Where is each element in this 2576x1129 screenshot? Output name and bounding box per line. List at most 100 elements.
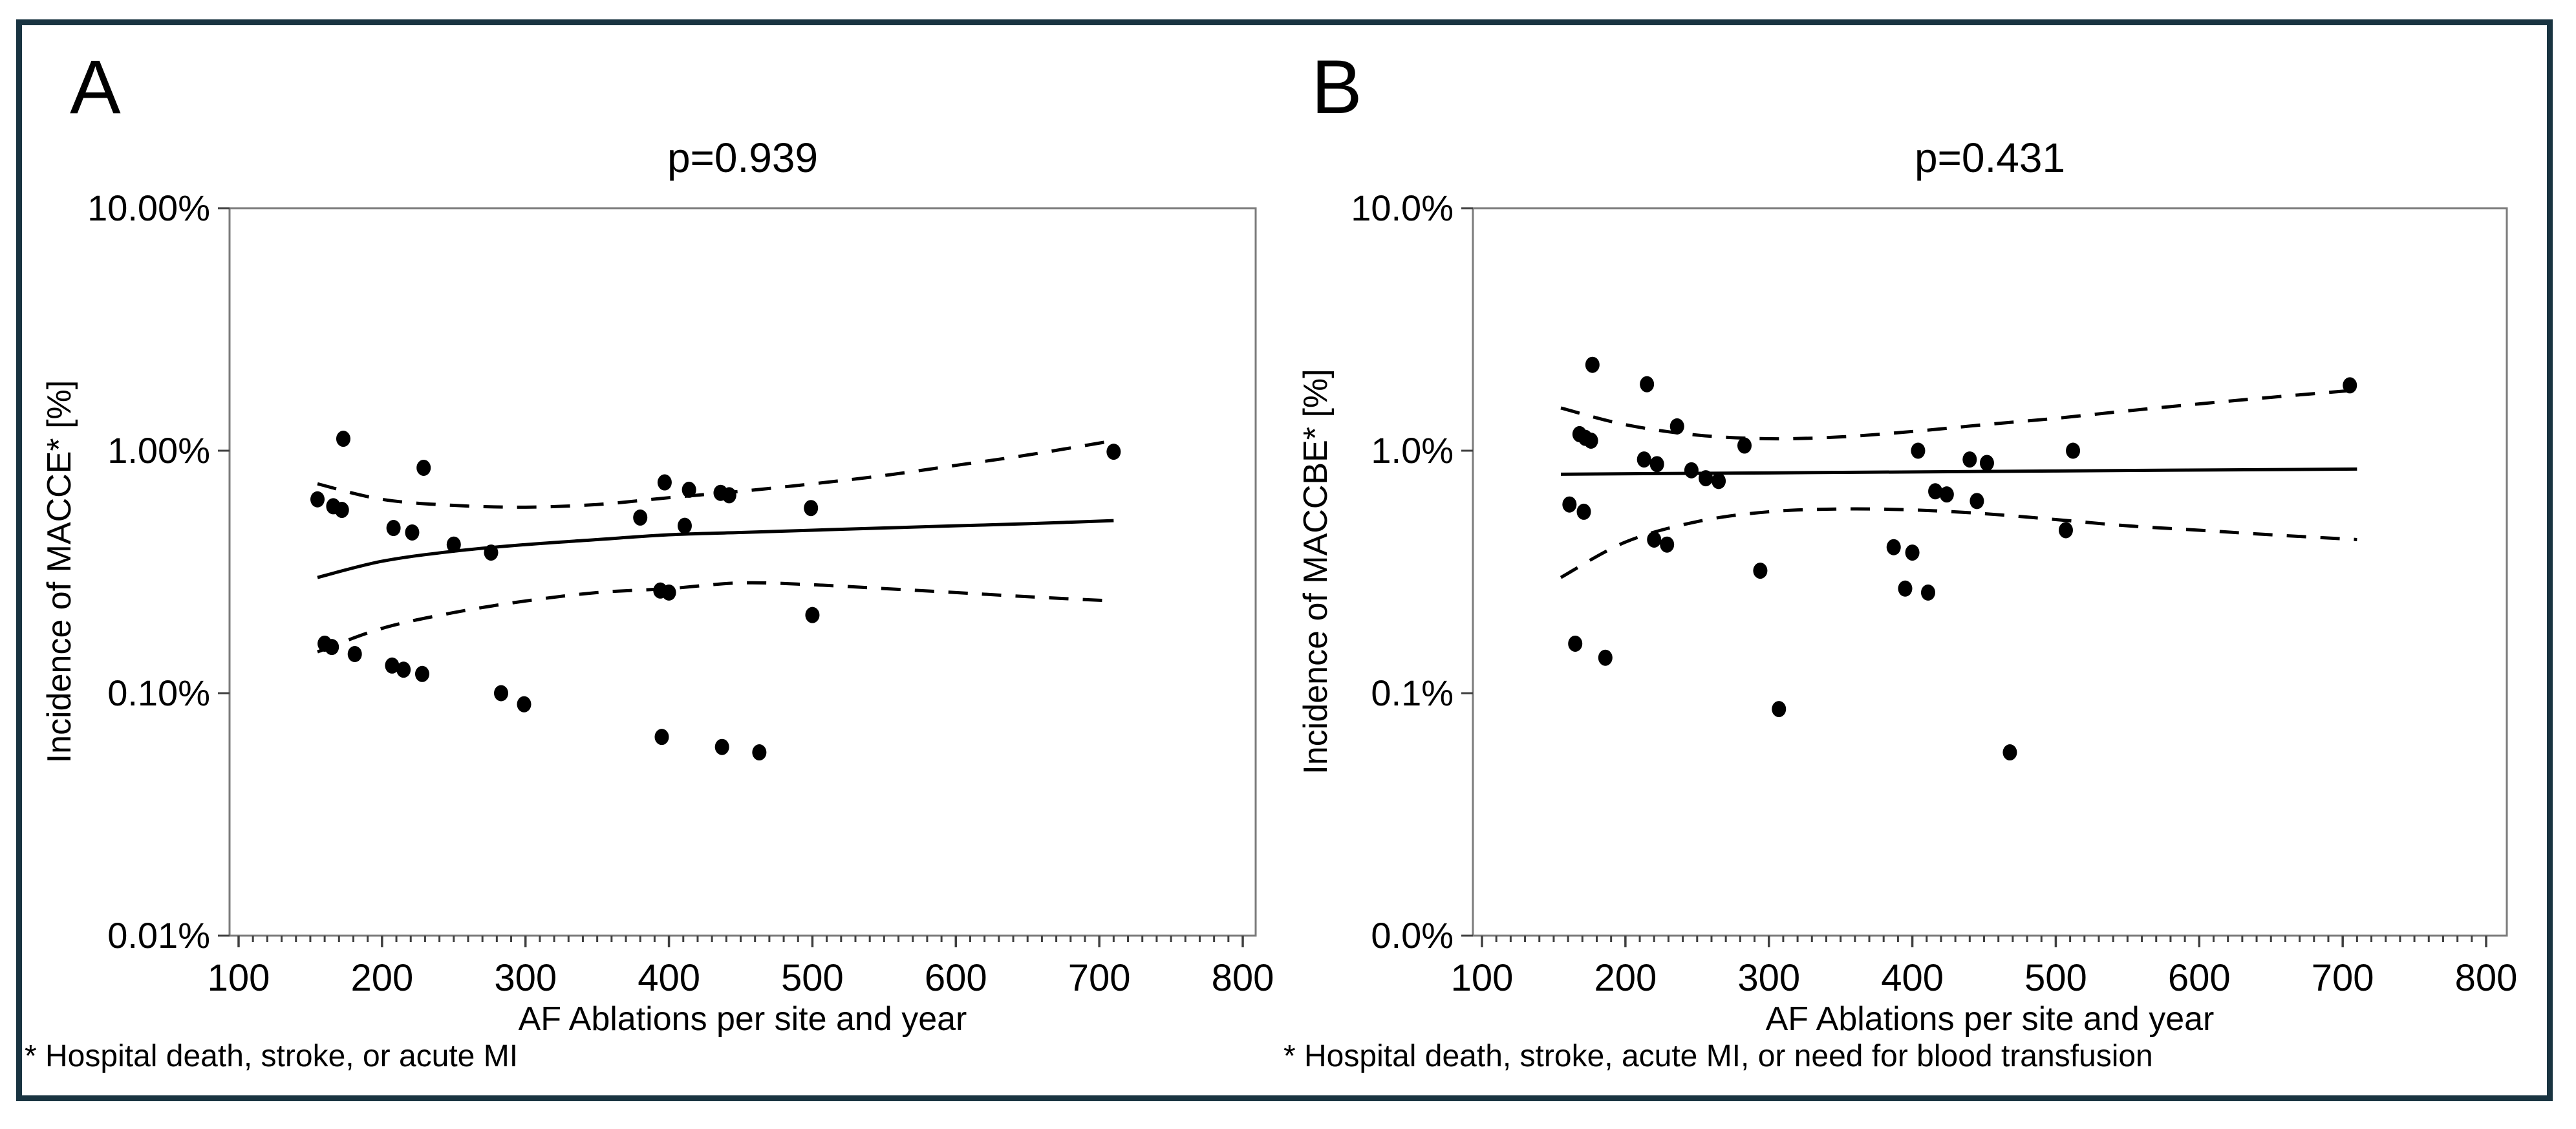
data-point <box>1898 580 1913 597</box>
panel-a-footnote: * Hospital death, stroke, or acute MI <box>25 1039 519 1073</box>
data-point <box>661 584 676 601</box>
data-point <box>633 509 648 526</box>
data-point <box>2002 744 2017 761</box>
y-tick-label: 1.0% <box>1371 430 1454 471</box>
data-point <box>1737 437 1752 454</box>
data-point <box>1753 563 1768 579</box>
x-tick-label: 700 <box>1068 957 1131 999</box>
data-point <box>1979 455 1994 471</box>
plot-frame <box>1472 207 2508 937</box>
data-point <box>657 474 672 491</box>
data-point <box>336 431 350 447</box>
x-tick-label: 200 <box>1594 957 1657 999</box>
data-point <box>494 685 509 702</box>
data-point <box>396 661 411 678</box>
data-point <box>1660 536 1675 553</box>
data-point <box>1684 462 1699 478</box>
x-axis: 100 200 300 400 500 600 700 800 <box>1451 936 2518 999</box>
x-minor-ticks <box>237 936 1244 942</box>
x-tick-label: 600 <box>925 957 987 999</box>
data-point <box>1568 635 1583 652</box>
data-point <box>446 536 461 553</box>
data-point <box>722 487 736 504</box>
data-point <box>1920 584 1935 601</box>
data-point <box>310 491 325 508</box>
panel-b-title: p=0.431 <box>1914 134 2066 181</box>
x-tick-label: 500 <box>781 957 844 999</box>
panel-a-letter: A <box>70 45 121 130</box>
data-point <box>405 524 420 541</box>
panel-a-x-axis-title: AF Ablations per site and year <box>518 1000 967 1038</box>
ci_lower-curve <box>317 581 1114 654</box>
x-tick-label: 100 <box>208 957 270 999</box>
data-point <box>654 729 669 746</box>
data-point <box>1886 539 1901 555</box>
x-tick-label: 300 <box>1737 957 1800 999</box>
data-point <box>334 502 349 519</box>
data-point <box>484 544 499 561</box>
ci_upper-curve <box>1560 388 2357 441</box>
data-point <box>677 517 692 534</box>
data-point <box>805 607 820 623</box>
plot-frame <box>228 207 1257 937</box>
data-point <box>1772 701 1787 718</box>
data-point <box>1562 496 1577 513</box>
x-tick-label: 300 <box>494 957 557 999</box>
fit-curve <box>1561 467 2357 476</box>
panel-b-footnote: * Hospital death, stroke, acute MI, or n… <box>1283 1039 2153 1073</box>
data-point <box>385 657 400 674</box>
data-point <box>347 645 362 662</box>
x-tick-label: 200 <box>350 957 413 999</box>
panel-b-y-axis-title: Incidence of MACCBE* [%] <box>1297 369 1335 775</box>
data-point <box>1585 356 1600 373</box>
data-point <box>1106 444 1121 460</box>
data-point <box>1928 483 1943 500</box>
panel-a-y-axis-title: Incidence of MACCE* [%] <box>41 380 78 764</box>
x-tick-label: 500 <box>2024 957 2087 999</box>
y-tick-label: 0.1% <box>1371 672 1454 713</box>
y-tick-label: 10.0% <box>1351 188 1454 228</box>
data-point <box>1970 493 1984 510</box>
panel-a-plot: 10.00% 1.00% 0.10% 0.01%100 200 300 400 500 600 7… <box>87 188 1274 999</box>
panel-b-letter: B <box>1311 45 1362 130</box>
data-point <box>517 696 531 713</box>
y-tick-label: 10.00% <box>87 188 210 228</box>
data-point <box>1939 486 1954 503</box>
data-point <box>1712 473 1726 489</box>
data-point <box>1576 503 1591 520</box>
data-point <box>386 520 401 537</box>
data-point <box>1647 531 1662 548</box>
x-tick-label: 800 <box>1212 957 1274 999</box>
scatter-points <box>1562 356 2357 761</box>
x-axis: 100 200 300 400 500 600 700 800 <box>208 936 1274 999</box>
y-tick-label: 0.0% <box>1371 915 1454 956</box>
data-point <box>1649 456 1664 473</box>
data-point <box>1669 418 1684 435</box>
y-tick-label: 0.10% <box>107 672 210 713</box>
data-point <box>416 459 431 476</box>
data-point <box>2066 442 2081 459</box>
panel-b-plot: 10.0% 1.0% 0.1% 0.0%100 200 300 400 500 600 700 80… <box>1351 188 2517 999</box>
data-point <box>1583 432 1598 449</box>
data-point <box>1640 376 1655 392</box>
data-point <box>714 738 729 755</box>
panel-b-x-axis-title: AF Ablations per site and year <box>1765 1000 2215 1038</box>
y-axis: 10.00% 1.00% 0.10% 0.01% <box>87 188 230 956</box>
data-point <box>752 744 767 761</box>
data-point <box>1598 649 1613 666</box>
x-tick-label: 400 <box>1881 957 1944 999</box>
x-tick-label: 600 <box>2168 957 2231 999</box>
y-tick-label: 1.00% <box>107 430 210 471</box>
x-tick-label: 800 <box>2455 957 2518 999</box>
figure-border <box>16 19 2553 1101</box>
data-point <box>2058 522 2073 539</box>
data-point <box>1911 442 1926 459</box>
panel-a-title: p=0.939 <box>667 134 819 181</box>
fit-curve <box>317 519 1114 579</box>
data-point <box>2343 377 2357 394</box>
ci_upper-curve <box>317 439 1114 509</box>
data-point <box>325 639 339 656</box>
data-point <box>1699 470 1713 487</box>
y-axis: 10.0% 1.0% 0.1% 0.0% <box>1351 188 1473 956</box>
